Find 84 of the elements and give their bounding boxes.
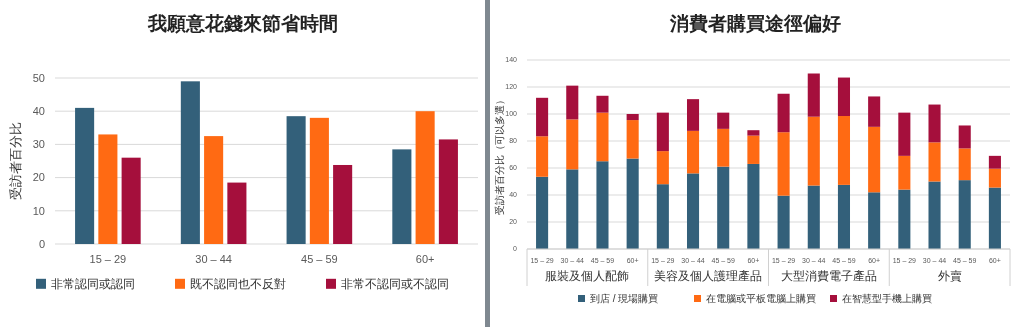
legend-label: 在智慧型手機上購買 xyxy=(842,293,932,304)
bar xyxy=(180,81,200,244)
bar xyxy=(958,125,971,149)
bar xyxy=(777,93,790,133)
bar xyxy=(868,192,881,249)
bar xyxy=(958,148,971,181)
bar xyxy=(415,111,435,244)
bar xyxy=(717,128,730,167)
bar xyxy=(286,116,306,244)
legend-label: 既不認同也不反對 xyxy=(190,277,286,291)
bar xyxy=(333,164,353,244)
bar xyxy=(777,195,790,249)
bar xyxy=(807,73,820,117)
bar xyxy=(747,163,760,249)
legend-label: 非常不認同或不認同 xyxy=(341,277,449,291)
y-tick-label: 50 xyxy=(32,71,45,84)
y-tick-label: 30 xyxy=(32,138,45,151)
y-tick-label: 10 xyxy=(32,204,45,217)
bar xyxy=(98,134,118,244)
y-axis-title: 受訪者百分比（可以多選） xyxy=(494,94,505,215)
bar xyxy=(898,112,911,156)
bar xyxy=(596,112,609,162)
bar xyxy=(656,151,669,185)
bar xyxy=(837,77,851,117)
bar xyxy=(536,176,549,249)
bar xyxy=(928,142,941,182)
bar xyxy=(868,126,881,193)
x-tick-label: 45 – 59 xyxy=(301,253,338,265)
bar xyxy=(717,166,730,249)
text: 美容及個人護理產品 xyxy=(654,269,763,283)
bar xyxy=(121,157,141,244)
chart-title: 我願意花錢來節省時間 xyxy=(146,13,338,34)
bar xyxy=(626,114,639,121)
bar xyxy=(596,95,609,113)
bar xyxy=(777,132,790,196)
bar xyxy=(204,136,224,244)
bar xyxy=(686,173,700,249)
legend-label: 非常認同或認同 xyxy=(51,277,135,291)
bar xyxy=(686,130,700,174)
bar xyxy=(227,182,247,244)
bar xyxy=(596,161,609,249)
bar xyxy=(928,104,941,143)
bar xyxy=(988,168,1001,188)
chart-title: 消費者購買途徑偏好 xyxy=(668,13,841,34)
y-tick-label: 40 xyxy=(32,105,45,118)
bar xyxy=(868,96,881,127)
bar xyxy=(807,116,820,186)
bar xyxy=(75,107,95,244)
bar xyxy=(898,189,911,249)
bar xyxy=(566,169,579,249)
bar xyxy=(837,184,851,249)
bar xyxy=(686,99,700,131)
x-tick-label: 15 – 29 xyxy=(89,253,127,265)
y-tick-label: 0 xyxy=(38,237,45,250)
bar xyxy=(566,119,579,170)
bar xyxy=(438,139,458,244)
text: 服裝及個人配飾 xyxy=(545,269,630,283)
bar xyxy=(807,185,820,249)
x-tick-label: 30 – 44 xyxy=(195,253,232,265)
bar xyxy=(626,158,639,249)
bar xyxy=(928,181,941,249)
bar xyxy=(988,187,1001,249)
bar xyxy=(958,180,971,249)
text: 外賣 xyxy=(937,269,962,283)
legend-label: 到店 / 現場購買 xyxy=(590,293,659,304)
y-axis-title: 受訪者百分比 xyxy=(8,122,23,200)
bar xyxy=(988,155,1001,169)
bar xyxy=(747,135,760,164)
legend-label: 在電腦或平板電腦上購買 xyxy=(706,293,816,304)
bar xyxy=(898,155,911,190)
text: 大型消費電子產品 xyxy=(780,269,877,283)
x-tick-label: 60+ xyxy=(415,253,435,265)
bar xyxy=(536,136,549,177)
bar xyxy=(626,120,639,159)
bar xyxy=(566,85,579,120)
y-tick-label: 20 xyxy=(32,171,45,184)
bar xyxy=(392,149,412,244)
bar xyxy=(536,97,549,137)
bar xyxy=(656,112,669,152)
bar xyxy=(309,117,329,244)
bar xyxy=(717,112,730,129)
bar xyxy=(656,184,669,249)
bar xyxy=(747,130,760,136)
bar xyxy=(837,116,851,185)
